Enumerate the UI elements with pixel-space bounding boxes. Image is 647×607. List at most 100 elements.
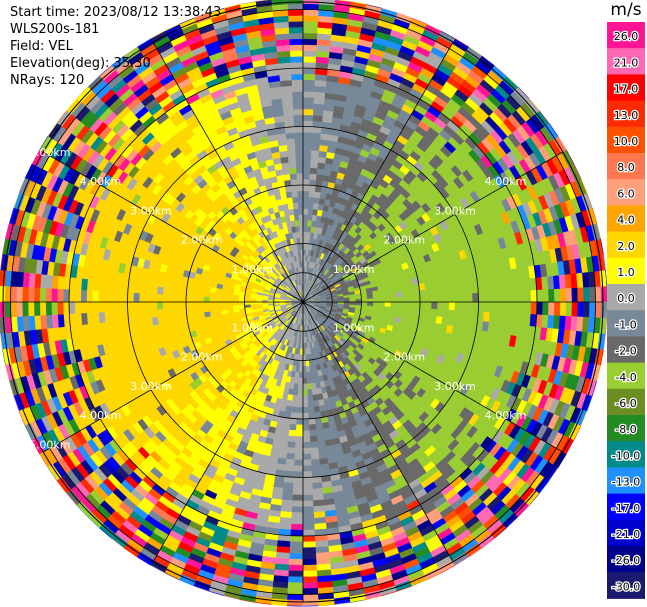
velocity-bin (16, 286, 23, 303)
velocity-bin (308, 179, 317, 186)
velocity-bin (435, 279, 443, 289)
velocity-bin (302, 401, 309, 408)
velocity-bin (293, 465, 304, 472)
velocity-bin (302, 418, 310, 426)
velocity-bin (297, 202, 304, 209)
velocity-bin (296, 190, 304, 198)
velocity-bin (103, 301, 111, 313)
velocity-bin (296, 178, 304, 186)
velocity-bin (302, 441, 311, 449)
velocity-bin (293, 477, 304, 484)
velocity-bin (518, 290, 526, 303)
velocity-bin (307, 400, 315, 408)
velocity-bin (295, 161, 304, 168)
velocity-bin (310, 144, 320, 151)
velocity-bin (313, 511, 326, 519)
velocity-bin (288, 388, 295, 396)
velocity-bin (302, 143, 312, 151)
velocity-bin (523, 277, 532, 291)
velocity-bin (299, 237, 304, 244)
velocity-bin (80, 278, 88, 291)
velocity-bin (156, 301, 164, 310)
velocity-bin (80, 301, 88, 314)
velocity-bin (278, 73, 292, 82)
velocity-bin (518, 278, 526, 291)
velocity-bin (288, 32, 304, 40)
velocity-bin (302, 471, 313, 478)
velocity-bin (150, 285, 158, 295)
velocity-bin (296, 418, 304, 426)
velocity-bin (302, 517, 315, 525)
velocity-bin (442, 294, 450, 303)
velocity-bin (174, 281, 182, 290)
velocity-bin (448, 293, 456, 303)
velocity-bin (296, 406, 304, 414)
velocity-bin (80, 290, 88, 303)
velocity-bin (291, 400, 299, 408)
velocity-bin (311, 458, 321, 466)
velocity-bin (174, 314, 182, 323)
velocity-bin (62, 301, 70, 315)
velocity-bin (191, 307, 199, 314)
velocity-bin (292, 208, 299, 215)
velocity-bin (232, 298, 239, 303)
velocity-bin (294, 377, 300, 385)
velocity-bin (302, 196, 309, 203)
velocity-bin (309, 429, 318, 437)
velocity-bin (291, 506, 304, 513)
velocity-bin (361, 298, 368, 303)
velocity-bin (302, 383, 308, 391)
velocity-bin (311, 132, 321, 140)
velocity-bin (57, 301, 64, 316)
velocity-bin (288, 570, 304, 578)
velocity-bin (302, 208, 309, 215)
velocity-bin (589, 286, 596, 303)
velocity-bin (203, 306, 211, 313)
velocity-bin (306, 231, 311, 239)
velocity-bin (244, 298, 251, 303)
velocity-bin (314, 79, 327, 87)
velocity-bin (396, 296, 403, 303)
velocity-bin (62, 289, 70, 303)
velocity-bin (168, 287, 176, 296)
velocity-bin (295, 365, 300, 373)
velocity-bin (145, 285, 152, 295)
velocity-bin (460, 293, 468, 303)
velocity-bin (536, 289, 544, 303)
velocity-bin (295, 167, 304, 174)
velocity-bin (312, 493, 325, 501)
velocity-bin (290, 412, 298, 420)
velocity-bin (283, 482, 294, 490)
velocity-bin (302, 447, 312, 455)
velocity-bin (232, 301, 239, 306)
velocity-bin (45, 288, 53, 303)
velocity-bin (287, 155, 296, 163)
velocity-bin (395, 291, 403, 298)
velocity-bin (378, 297, 386, 303)
velocity-bin (150, 293, 158, 303)
velocity-bin (402, 296, 409, 303)
velocity-bin (302, 500, 314, 508)
velocity-bin (306, 225, 312, 233)
velocity-bin (302, 38, 318, 46)
velocity-bin (291, 512, 304, 519)
velocity-bin (281, 499, 293, 507)
velocity-bin (288, 167, 297, 175)
velocity-bin (174, 308, 182, 316)
velocity-bin (291, 196, 299, 204)
velocity-bin (296, 354, 301, 361)
velocity-bin (285, 138, 295, 146)
velocity-bin (312, 108, 324, 117)
velocity-bin (302, 412, 310, 420)
velocity-bin (314, 517, 327, 525)
velocity-bin (286, 599, 304, 607)
velocity-bin (466, 292, 473, 303)
velocity-bin (448, 285, 456, 295)
velocity-bin (138, 293, 146, 303)
velocity-bin (294, 371, 300, 379)
velocity-bin (501, 291, 509, 303)
velocity-bin (150, 309, 158, 319)
velocity-bin (302, 249, 307, 256)
velocity-bin (288, 564, 304, 572)
